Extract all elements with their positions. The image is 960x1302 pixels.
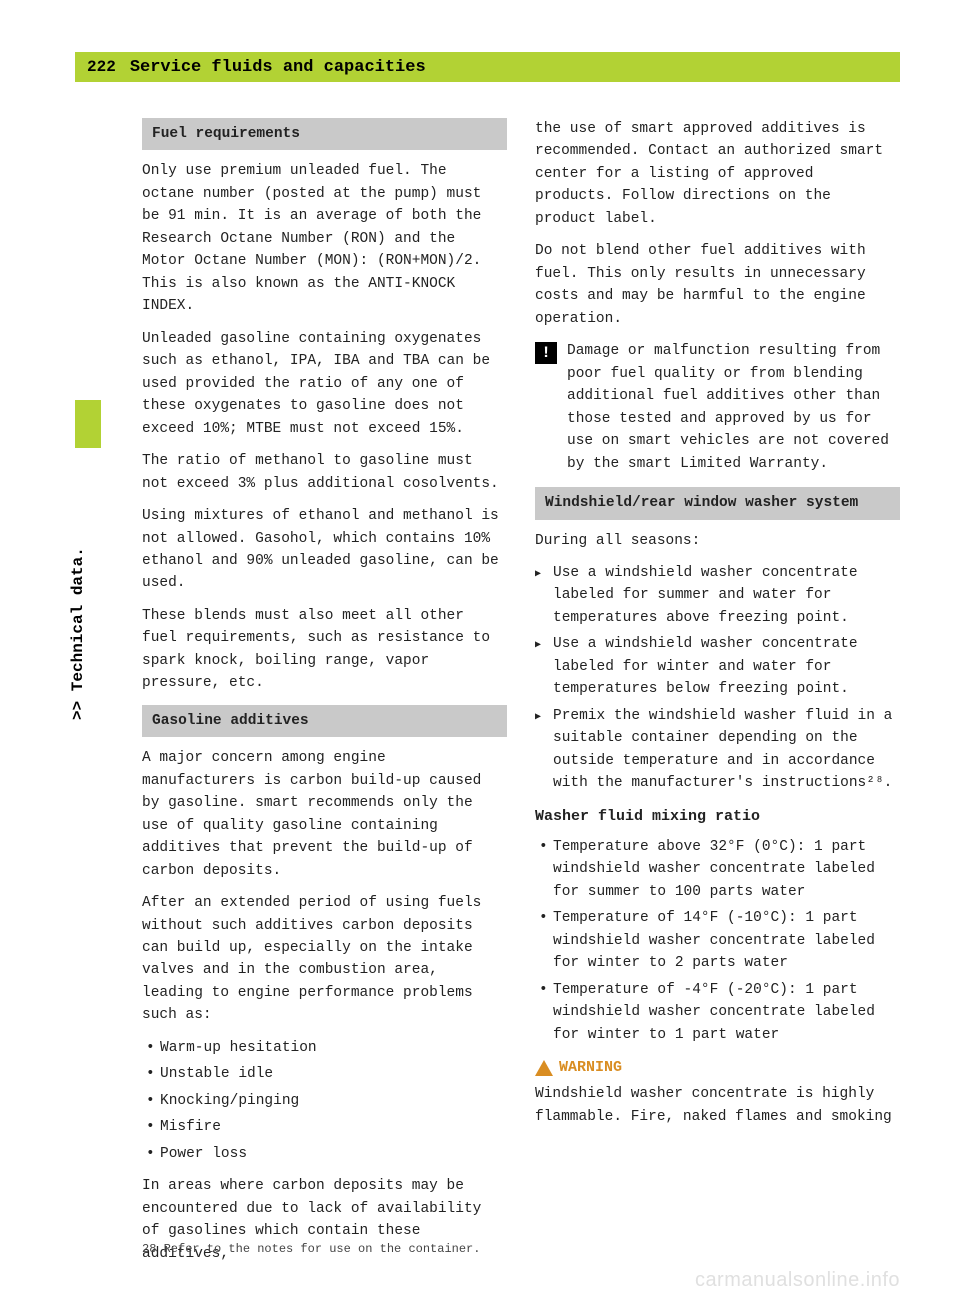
exclamation-icon: !: [535, 342, 557, 364]
warning-label: WARNING: [559, 1056, 622, 1079]
warning-triangle-icon: [535, 1060, 553, 1076]
warning-heading: WARNING: [535, 1056, 900, 1079]
content-columns: Fuel requirements Only use premium unlea…: [142, 118, 900, 1275]
list-item: Misfire: [142, 1116, 507, 1138]
body-text: Do not blend other fuel additives with f…: [535, 240, 900, 330]
body-text: These blends must also meet all other fu…: [142, 605, 507, 695]
body-text: After an extended period of using fuels …: [142, 892, 507, 1027]
washer-system-head: Windshield/rear window washer system: [535, 487, 900, 519]
body-text: The ratio of methanol to gasoline must n…: [142, 450, 507, 495]
list-item: Premix the windshield washer fluid in a …: [535, 705, 900, 795]
list-item: Temperature above 32°F (0°C): 1 part win…: [535, 836, 900, 903]
left-column: Fuel requirements Only use premium unlea…: [142, 118, 507, 1275]
body-text: During all seasons:: [535, 530, 900, 552]
body-text: Using mixtures of ethanol and methanol i…: [142, 505, 507, 595]
list-item: Power loss: [142, 1143, 507, 1165]
list-item: Unstable idle: [142, 1063, 507, 1085]
page-header: 222 Service fluids and capacities: [75, 52, 900, 82]
list-item: Temperature of -4°F (-20°C): 1 part wind…: [535, 979, 900, 1046]
side-label: >> Technical data.: [69, 547, 87, 720]
body-text: A major concern among engine manufacture…: [142, 747, 507, 882]
list-item: Temperature of 14°F (-10°C): 1 part wind…: [535, 907, 900, 974]
watermark: carmanualsonline.info: [695, 1269, 900, 1292]
body-text: the use of smart approved additives is r…: [535, 118, 900, 230]
list-item: Use a windshield washer concentrate labe…: [535, 633, 900, 700]
fuel-requirements-head: Fuel requirements: [142, 118, 507, 150]
page-title: Service fluids and capacities: [130, 58, 426, 77]
mixing-ratio-head: Washer fluid mixing ratio: [535, 805, 900, 828]
body-text: Only use premium unleaded fuel. The octa…: [142, 160, 507, 317]
list-item: Knocking/pinging: [142, 1090, 507, 1112]
footnote: 28 Refer to the notes for use on the con…: [142, 1242, 480, 1256]
mixing-ratio-list: Temperature above 32°F (0°C): 1 part win…: [535, 836, 900, 1046]
section-tab: [75, 400, 101, 448]
body-text: Unleaded gasoline containing oxygenates …: [142, 328, 507, 440]
page-number: 222: [87, 58, 116, 76]
important-note: ! Damage or malfunction resulting from p…: [535, 340, 900, 475]
problem-list: Warm-up hesitation Unstable idle Knockin…: [142, 1037, 507, 1165]
list-item: Warm-up hesitation: [142, 1037, 507, 1059]
washer-steps: Use a windshield washer concentrate labe…: [535, 562, 900, 795]
note-text: Damage or malfunction resulting from poo…: [567, 340, 900, 475]
right-column: the use of smart approved additives is r…: [535, 118, 900, 1275]
warning-text: Windshield washer concentrate is highly …: [535, 1083, 900, 1128]
gasoline-additives-head: Gasoline additives: [142, 705, 507, 737]
list-item: Use a windshield washer concentrate labe…: [535, 562, 900, 629]
